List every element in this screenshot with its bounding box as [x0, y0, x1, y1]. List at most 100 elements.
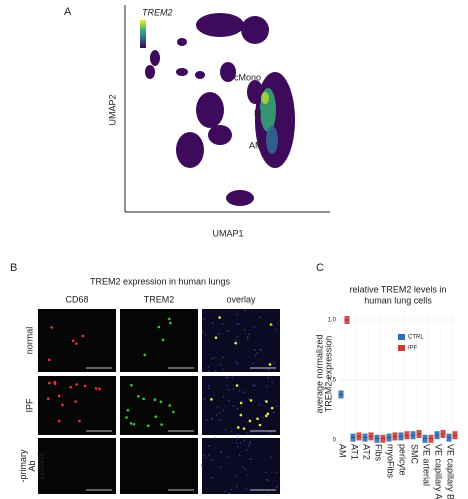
chart-title: human lung cells: [364, 295, 432, 305]
nuclei: [225, 376, 228, 379]
nuclei: [248, 333, 250, 336]
nuclei: [254, 354, 257, 357]
x-tick-label: AT1: [350, 444, 360, 460]
cell-signal: [71, 339, 75, 343]
nuclei: [214, 370, 217, 372]
legend-swatch: [398, 334, 405, 340]
nuclei: [236, 437, 239, 440]
colorbar: [140, 20, 146, 48]
nuclei: [275, 328, 278, 331]
nuclei: [235, 339, 237, 342]
nuclei: [226, 384, 228, 387]
nuclei: [243, 329, 246, 331]
nuclei: [214, 437, 216, 439]
nuclei: [244, 468, 247, 471]
micrograph: [120, 309, 198, 372]
nuclei: [273, 362, 276, 365]
micrograph: [120, 438, 198, 494]
x-tick-label: VE capillary B: [446, 444, 456, 499]
nuclei: [227, 455, 229, 458]
nuclei: [276, 405, 278, 408]
nuclei: [203, 317, 205, 320]
cell-signal: [239, 401, 243, 405]
cell-signal: [258, 423, 262, 427]
legend-swatch: [398, 345, 405, 351]
chart-title: relative TREM2 levels in: [350, 284, 447, 294]
nuclei: [265, 478, 268, 481]
nuclei: [211, 476, 214, 479]
cell-signal: [157, 325, 161, 329]
nuclei: [245, 488, 248, 490]
nuclei: [236, 313, 238, 316]
cell-signal: [83, 384, 87, 388]
y-tick-label: 0.5: [328, 378, 337, 384]
nuclei: [232, 405, 235, 407]
cell-signal: [130, 383, 133, 387]
nuclei: [231, 377, 234, 379]
cell-signal: [242, 427, 246, 430]
nuclei: [247, 432, 249, 434]
cell-signal: [172, 410, 175, 414]
cell-signal: [125, 416, 128, 419]
nuclei: [220, 450, 223, 453]
cluster-label: M: [254, 108, 262, 118]
cell-signal: [94, 387, 98, 390]
cell-signal: [74, 400, 77, 403]
panel-letter: B: [10, 262, 17, 274]
nuclei: [219, 418, 221, 421]
cell-signal: [69, 385, 72, 389]
cell-signal: [48, 381, 51, 385]
x-tick-label: VE capillary A: [434, 444, 444, 499]
x-tick-label: VE arterial: [422, 444, 432, 486]
nuclei: [221, 323, 224, 325]
nuclei: [226, 376, 229, 379]
nuclei: [201, 330, 204, 333]
cell-signal: [239, 413, 243, 417]
cell-signal: [126, 408, 130, 412]
cell-signal: [129, 422, 133, 425]
umap-expression: [260, 88, 278, 154]
nuclei: [266, 492, 269, 495]
x-tick-label: Fibs: [374, 444, 384, 462]
nuclei: [207, 445, 210, 447]
nuclei: [210, 358, 213, 360]
nuclei: [237, 445, 239, 448]
nuclei: [254, 348, 256, 351]
cell-signal: [57, 394, 61, 398]
nuclei: [207, 366, 210, 369]
nuclei: [222, 396, 225, 398]
nuclei: [225, 428, 227, 431]
micrograph: [120, 376, 198, 435]
nuclei: [263, 399, 266, 402]
nuclei: [270, 431, 272, 433]
nuclei: [262, 416, 265, 419]
nuclei: [236, 363, 239, 365]
cell-signal: [168, 404, 171, 407]
cell-signal: [75, 342, 78, 345]
x-tick-label: SMC: [410, 444, 420, 465]
nuclei: [249, 440, 251, 443]
legend-label: IPF: [408, 346, 418, 352]
cell-signal: [218, 316, 221, 319]
cell-signal: [268, 363, 272, 366]
row-label: IPF: [24, 398, 34, 413]
nuclei: [268, 369, 270, 371]
nuclei: [211, 417, 214, 420]
cell-signal: [146, 424, 150, 428]
nuclei: [245, 449, 248, 451]
nuclei: [201, 464, 203, 467]
nuclei: [272, 411, 275, 414]
nuclei: [219, 412, 221, 414]
nuclei: [258, 404, 260, 406]
nuclei: [215, 413, 218, 416]
nuclei: [248, 458, 251, 461]
micrograph: [202, 438, 280, 494]
nuclei: [213, 356, 215, 359]
nuclei: [237, 433, 240, 436]
nuclei: [244, 309, 247, 312]
nuclei: [228, 388, 230, 391]
cell-signal: [270, 406, 274, 410]
nuclei: [270, 456, 273, 459]
nuclei: [246, 335, 249, 338]
nuclei: [232, 388, 235, 390]
